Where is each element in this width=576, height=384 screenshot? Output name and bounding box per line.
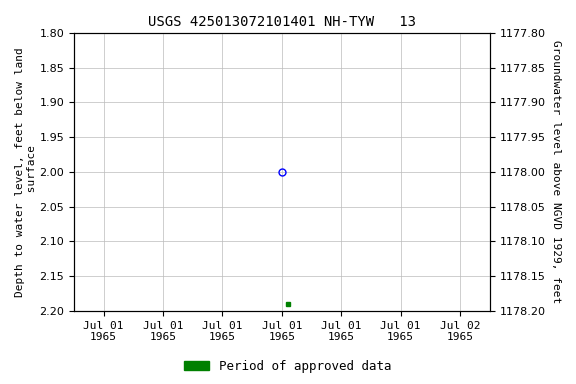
Y-axis label: Depth to water level, feet below land
 surface: Depth to water level, feet below land su… — [15, 47, 37, 297]
Y-axis label: Groundwater level above NGVD 1929, feet: Groundwater level above NGVD 1929, feet — [551, 40, 561, 303]
Legend: Period of approved data: Period of approved data — [179, 355, 397, 378]
Title: USGS 425013072101401 NH-TYW   13: USGS 425013072101401 NH-TYW 13 — [148, 15, 416, 29]
